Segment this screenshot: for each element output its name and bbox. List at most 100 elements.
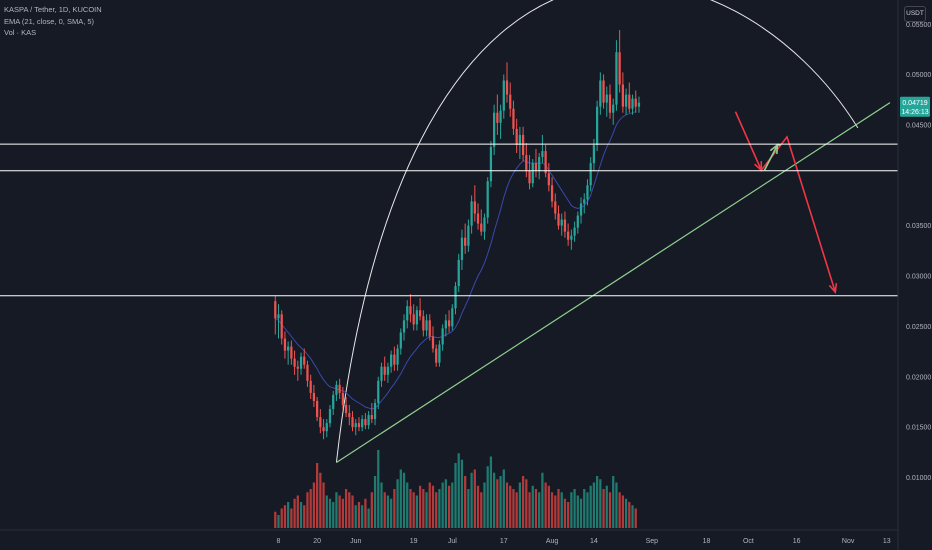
candle-body — [402, 320, 406, 333]
candle-body — [525, 155, 528, 172]
volume-bar — [467, 489, 470, 528]
volume-bar — [512, 489, 515, 528]
volume-bar — [541, 472, 544, 528]
time-tick-label: Aug — [546, 538, 559, 545]
candle-body — [444, 320, 447, 329]
candle-body — [274, 301, 277, 319]
volume-bar — [415, 495, 419, 528]
volume-bar — [361, 505, 364, 528]
time-tick-label: 14 — [590, 538, 598, 545]
price-tick-label: 0.02000 — [906, 374, 931, 381]
candle-body — [303, 356, 306, 365]
volume-bar — [367, 508, 370, 528]
candle-body — [380, 366, 383, 381]
volume-bar — [505, 482, 509, 528]
volume-bar — [583, 489, 586, 528]
candle-body — [608, 94, 612, 113]
candle-body — [390, 354, 393, 367]
volume-bar — [573, 489, 576, 528]
volume-bar — [470, 472, 473, 528]
candle-body — [621, 84, 624, 107]
candle-body — [618, 52, 621, 85]
candle-body — [406, 306, 409, 321]
candle-body — [505, 80, 509, 95]
currency-button[interactable]: USDT — [904, 6, 926, 22]
volume-bar — [373, 476, 377, 528]
volume-bar — [406, 482, 409, 528]
volume-bar — [579, 498, 583, 528]
candle-body — [544, 151, 547, 174]
volume-bar — [599, 479, 602, 528]
candle-body — [287, 346, 290, 351]
volume-bar — [422, 489, 425, 528]
countdown-label: 14:26:13 — [901, 109, 928, 116]
arrowhead-up — [769, 143, 779, 155]
candle-body — [615, 52, 618, 105]
candle-body — [447, 320, 451, 327]
candle-body — [518, 134, 522, 145]
time-tick-label: Nov — [842, 538, 855, 545]
volume-bar — [615, 482, 618, 528]
candle-body — [512, 108, 515, 129]
volume-bar — [380, 482, 383, 528]
candle-body — [415, 310, 419, 325]
current-price-tag — [900, 96, 930, 117]
volume-bar — [341, 498, 344, 528]
volume-bar — [499, 476, 502, 528]
candle-body — [541, 151, 544, 158]
volume-bar — [486, 466, 489, 528]
candle-body — [554, 201, 557, 214]
candle-body — [628, 94, 631, 109]
ema-indicator-label[interactable]: EMA (21, close, 0, SMA, 5) — [4, 16, 95, 26]
volume-bar — [438, 489, 441, 528]
candle-body — [489, 146, 493, 182]
time-tick-label: Jun — [350, 538, 361, 545]
candle-body — [315, 400, 319, 418]
volume-bar — [576, 495, 579, 528]
volume-bar — [312, 482, 316, 528]
volume-bar — [480, 492, 483, 528]
volume-bar — [547, 485, 550, 528]
price-tick-label: 0.05000 — [906, 72, 931, 79]
volume-bar — [444, 479, 447, 528]
time-tick-label: 20 — [313, 538, 321, 545]
volume-bar — [624, 498, 628, 528]
candle-body — [634, 98, 637, 107]
candle-body — [499, 110, 502, 123]
volume-bar — [634, 508, 637, 528]
volume-bar — [595, 476, 599, 528]
candle-body — [473, 201, 476, 214]
candle-body — [464, 237, 467, 246]
volume-bar — [335, 492, 338, 528]
volume-bar — [483, 482, 486, 528]
volume-bar — [412, 492, 415, 528]
candle-body — [560, 219, 563, 226]
candle-body — [293, 358, 296, 367]
price-tick-label: 0.01000 — [906, 475, 931, 482]
volume-bar — [319, 472, 322, 528]
volume-bars — [274, 450, 637, 528]
candle-body — [373, 402, 377, 420]
volume-bar — [332, 502, 335, 528]
candle-body — [325, 423, 328, 432]
volume-bar — [612, 476, 615, 528]
arrowhead-1 — [754, 161, 763, 172]
volume-bar — [493, 472, 496, 528]
candle-body — [493, 112, 496, 147]
volume-indicator-label[interactable]: Vol · KAS — [4, 28, 37, 37]
candle-body — [322, 427, 325, 432]
volume-bar — [357, 502, 361, 528]
volume-bar — [290, 508, 293, 528]
volume-bar — [315, 463, 319, 528]
candle-body — [296, 366, 299, 369]
candle-body — [576, 215, 579, 228]
price-tick-label: 0.01500 — [906, 425, 931, 432]
candle-body — [612, 104, 615, 113]
volume-bar — [518, 482, 522, 528]
candle-body — [631, 98, 634, 109]
candle-body — [567, 231, 570, 240]
volume-bar — [425, 492, 428, 528]
candle-body — [277, 314, 280, 319]
